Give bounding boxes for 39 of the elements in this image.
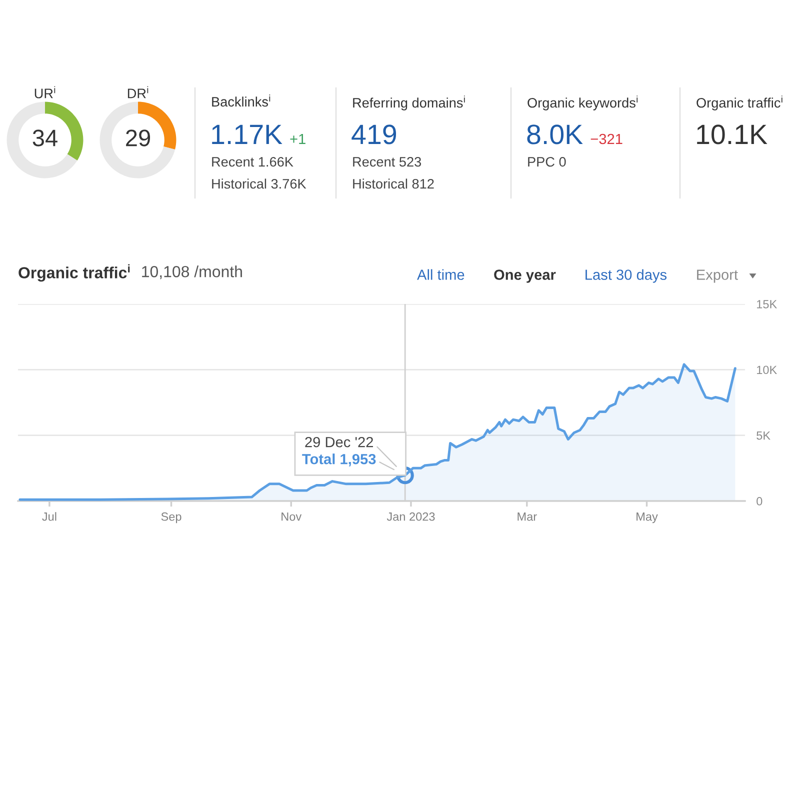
- text: PPC 0: [528, 157, 566, 167]
- text: 10.1K: [697, 124, 768, 144]
- text: 419: [352, 124, 396, 144]
- donut-slice: [6, 102, 78, 178]
- text: Backlinks$^{i}$: [212, 94, 270, 107]
- donut-slice: [100, 102, 176, 178]
- chart-subtitle: 10,108 /month: [142, 266, 242, 280]
- chart-title: UR$^{i}$: [34, 86, 56, 98]
- text: Last 30 days: [586, 269, 667, 283]
- text: Organic traffic$^{i}$: [696, 96, 782, 110]
- chart-title: DR$^{i}$: [128, 86, 148, 98]
- annotation: 29 Dec '22: [305, 436, 373, 448]
- y-tick-label: 5K: [756, 431, 770, 440]
- x-tick-label: Jul: [42, 512, 56, 521]
- data-label: 29: [126, 130, 150, 146]
- text: Recent 523: [353, 157, 422, 167]
- y-tick-label: 0: [756, 497, 762, 506]
- y-tick-label: 10K: [757, 366, 777, 374]
- chart-title: Organic traffic$^{i}$: [18, 264, 130, 282]
- text: Referring domains$^{i}$: [353, 96, 465, 110]
- y-tick-label: 15K: [757, 300, 777, 308]
- text: Export: [697, 270, 738, 283]
- text: Historical 812: [353, 178, 434, 189]
- text: Recent 1.66K: [212, 157, 294, 167]
- x-tick-label: May: [636, 512, 658, 524]
- x-tick-label: Nov: [282, 512, 302, 521]
- text: One year: [494, 270, 556, 283]
- text: 8.0K: [527, 124, 583, 144]
- text: 1.17K: [212, 124, 282, 144]
- text: Historical 3.76K: [212, 178, 306, 189]
- x-tick-label: Jan 2023: [386, 512, 435, 521]
- x-tick-label: Sep: [161, 512, 182, 524]
- data-label: +1: [290, 134, 306, 144]
- text: All time: [417, 269, 464, 280]
- x-tick-label: Mar: [518, 512, 537, 521]
- annotation: Total 1,953: [302, 454, 376, 466]
- text: Organic keywords$^{i}$: [528, 96, 638, 110]
- data-label: −321: [590, 134, 622, 144]
- data-label: 34: [32, 130, 58, 146]
